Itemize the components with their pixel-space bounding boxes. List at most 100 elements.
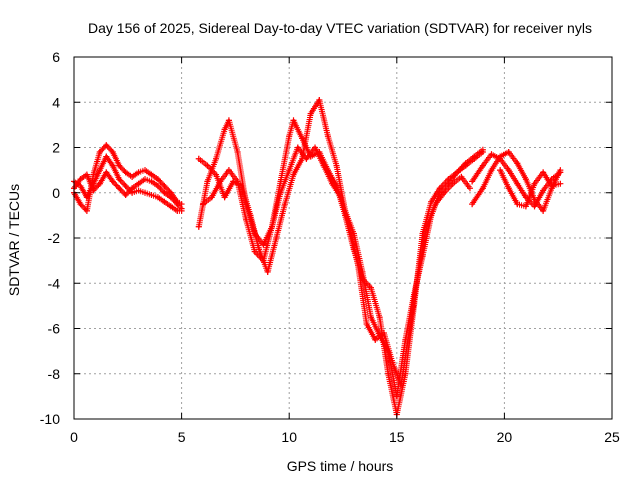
data-point <box>290 117 297 124</box>
data-point <box>234 149 241 156</box>
data-point <box>441 189 448 196</box>
data-point <box>167 194 174 201</box>
data-point <box>122 169 129 176</box>
data-point <box>83 207 90 214</box>
data-point <box>376 314 383 321</box>
data-point <box>251 248 258 255</box>
data-point <box>449 180 456 187</box>
data-point <box>116 185 123 192</box>
data-point <box>398 382 405 389</box>
y-tick-label: -8 <box>48 366 61 382</box>
data-point <box>221 126 228 133</box>
data-point <box>268 223 275 230</box>
data-point <box>243 216 250 223</box>
data-point <box>103 169 110 176</box>
data-point <box>505 167 512 174</box>
data-point <box>540 207 547 214</box>
y-tick-label: 6 <box>52 49 60 65</box>
data-point <box>225 117 232 124</box>
data-point <box>454 169 461 176</box>
data-point <box>385 370 392 377</box>
data-point <box>109 178 116 185</box>
data-point <box>346 223 353 230</box>
data-point <box>281 201 288 208</box>
data-point <box>129 173 136 180</box>
x-tick-label: 20 <box>497 429 513 445</box>
data-point <box>195 223 202 230</box>
data-point <box>129 185 136 192</box>
data-point <box>316 96 323 103</box>
data-point <box>540 187 547 194</box>
series <box>497 167 564 210</box>
data-point <box>116 176 123 183</box>
data-point <box>329 180 336 187</box>
data-point <box>367 314 374 321</box>
series <box>200 144 473 389</box>
data-point <box>142 176 149 183</box>
data-point <box>469 201 476 208</box>
data-point <box>148 171 155 178</box>
y-tick-label: 0 <box>52 185 60 201</box>
data-point <box>363 320 370 327</box>
data-point <box>167 203 174 210</box>
data-point <box>174 201 181 208</box>
data-point <box>419 230 426 237</box>
data-point <box>466 185 473 192</box>
data-point <box>522 203 529 210</box>
data-point <box>359 268 366 275</box>
data-point <box>548 182 555 189</box>
data-point <box>260 241 267 248</box>
data-point <box>148 178 155 185</box>
data-point <box>514 160 521 167</box>
data-point <box>406 325 413 332</box>
series <box>195 117 486 418</box>
data-point <box>355 262 362 269</box>
data-point <box>380 330 387 337</box>
y-tick-label: -6 <box>48 321 61 337</box>
data-point <box>109 162 116 169</box>
data-point <box>260 257 267 264</box>
data-point <box>135 169 142 176</box>
data-point <box>247 212 254 219</box>
y-tick-label: -4 <box>48 275 61 291</box>
data-point <box>103 153 110 160</box>
data-point <box>479 162 486 169</box>
data-point <box>299 135 306 142</box>
data-point <box>161 182 168 189</box>
data-point <box>221 194 228 201</box>
data-point <box>294 144 301 151</box>
data-point <box>154 182 161 189</box>
data-point <box>557 167 564 174</box>
data-point <box>142 167 149 174</box>
data-point <box>122 182 129 189</box>
data-point <box>324 133 331 140</box>
data-point <box>213 171 220 178</box>
data-point <box>428 198 435 205</box>
data-point <box>312 144 319 151</box>
data-point <box>200 201 207 208</box>
data-point <box>135 180 142 187</box>
data-point <box>238 182 245 189</box>
data-point <box>161 189 168 196</box>
data-point <box>195 155 202 162</box>
data-point <box>96 180 103 187</box>
chart-title: Day 156 of 2025, Sidereal Day-to-day VTE… <box>88 20 592 36</box>
data-point <box>77 201 84 208</box>
data-point <box>307 110 314 117</box>
data-point <box>234 178 241 185</box>
data-point <box>273 235 280 241</box>
data-point <box>320 162 327 169</box>
data-point <box>77 176 84 183</box>
data-point <box>531 180 538 187</box>
data-point <box>389 359 396 366</box>
data-point <box>497 167 504 174</box>
y-axis: -10 -8 -6 -4 -2 0 2 4 6 <box>40 49 612 427</box>
data-point <box>488 167 495 174</box>
grid <box>73 56 613 420</box>
data-point <box>432 201 439 208</box>
data-point <box>116 162 123 169</box>
data-point <box>540 169 547 176</box>
data-point <box>122 192 129 199</box>
data-point <box>505 185 512 192</box>
data-point <box>423 223 430 230</box>
